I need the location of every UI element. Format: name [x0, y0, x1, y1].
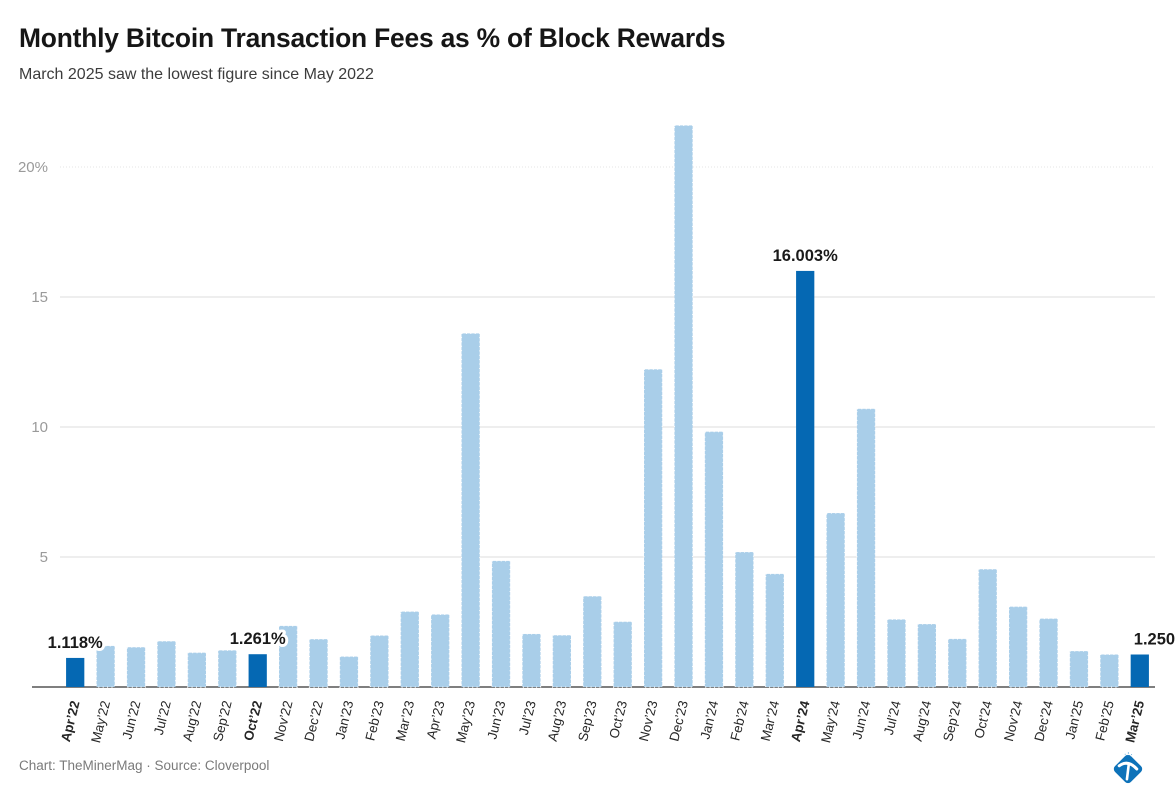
svg-text:Dec’23: Dec’23: [666, 699, 691, 743]
svg-text:Dec’24: Dec’24: [1031, 699, 1056, 743]
svg-text:May’24: May’24: [818, 699, 843, 744]
svg-text:May’22: May’22: [88, 699, 113, 744]
svg-text:Nov’24: Nov’24: [1001, 699, 1026, 743]
svg-text:Apr’23: Apr’23: [424, 699, 448, 740]
svg-text:Feb’23: Feb’23: [362, 699, 386, 742]
svg-text:1.118%: 1.118%: [48, 634, 103, 652]
svg-text:Jul’24: Jul’24: [881, 699, 904, 736]
svg-text:Sep’23: Sep’23: [575, 699, 600, 743]
svg-text:Oct’24: Oct’24: [971, 699, 995, 740]
svg-text:Feb’24: Feb’24: [727, 699, 751, 742]
svg-text:Oct’22: Oct’22: [241, 699, 265, 742]
svg-text:Dec’22: Dec’22: [301, 699, 326, 743]
svg-text:20%: 20%: [18, 159, 48, 176]
svg-text:Mar’24: Mar’24: [758, 699, 783, 743]
svg-text:Jul’22: Jul’22: [151, 699, 174, 736]
svg-text:10: 10: [31, 419, 48, 436]
svg-text:1.250%: 1.250%: [1134, 631, 1175, 649]
svg-text:5: 5: [40, 549, 48, 566]
svg-text:1.261%: 1.261%: [230, 630, 286, 648]
svg-text:Sep’22: Sep’22: [210, 699, 235, 743]
svg-text:Aug’24: Aug’24: [910, 699, 935, 743]
svg-text:Jan’24: Jan’24: [697, 699, 721, 741]
svg-text:Aug’22: Aug’22: [180, 699, 205, 743]
svg-text:Sep’24: Sep’24: [940, 699, 965, 743]
svg-text:Jun’22: Jun’22: [119, 699, 143, 741]
svg-text:15: 15: [31, 289, 48, 306]
svg-text:Apr’22: Apr’22: [58, 699, 83, 743]
svg-text:Jun’23: Jun’23: [484, 699, 508, 741]
svg-text:Nov’23: Nov’23: [636, 699, 661, 743]
svg-text:Jul’23: Jul’23: [516, 699, 539, 736]
svg-text:Aug’23: Aug’23: [545, 699, 570, 743]
svg-text:Nov’22: Nov’22: [271, 699, 296, 743]
svg-text:May’23: May’23: [453, 699, 478, 744]
svg-text:Apr’24: Apr’24: [788, 699, 813, 744]
svg-text:Jun’24: Jun’24: [849, 699, 873, 741]
svg-text:Oct’23: Oct’23: [606, 699, 630, 740]
svg-text:Jan’23: Jan’23: [332, 699, 356, 741]
svg-text:Jan’25: Jan’25: [1062, 699, 1086, 741]
svg-text:Mar’23: Mar’23: [393, 699, 418, 743]
svg-text:16.003%: 16.003%: [773, 247, 838, 265]
svg-text:Mar’25: Mar’25: [1122, 699, 1147, 745]
svg-text:Feb’25: Feb’25: [1092, 699, 1116, 742]
